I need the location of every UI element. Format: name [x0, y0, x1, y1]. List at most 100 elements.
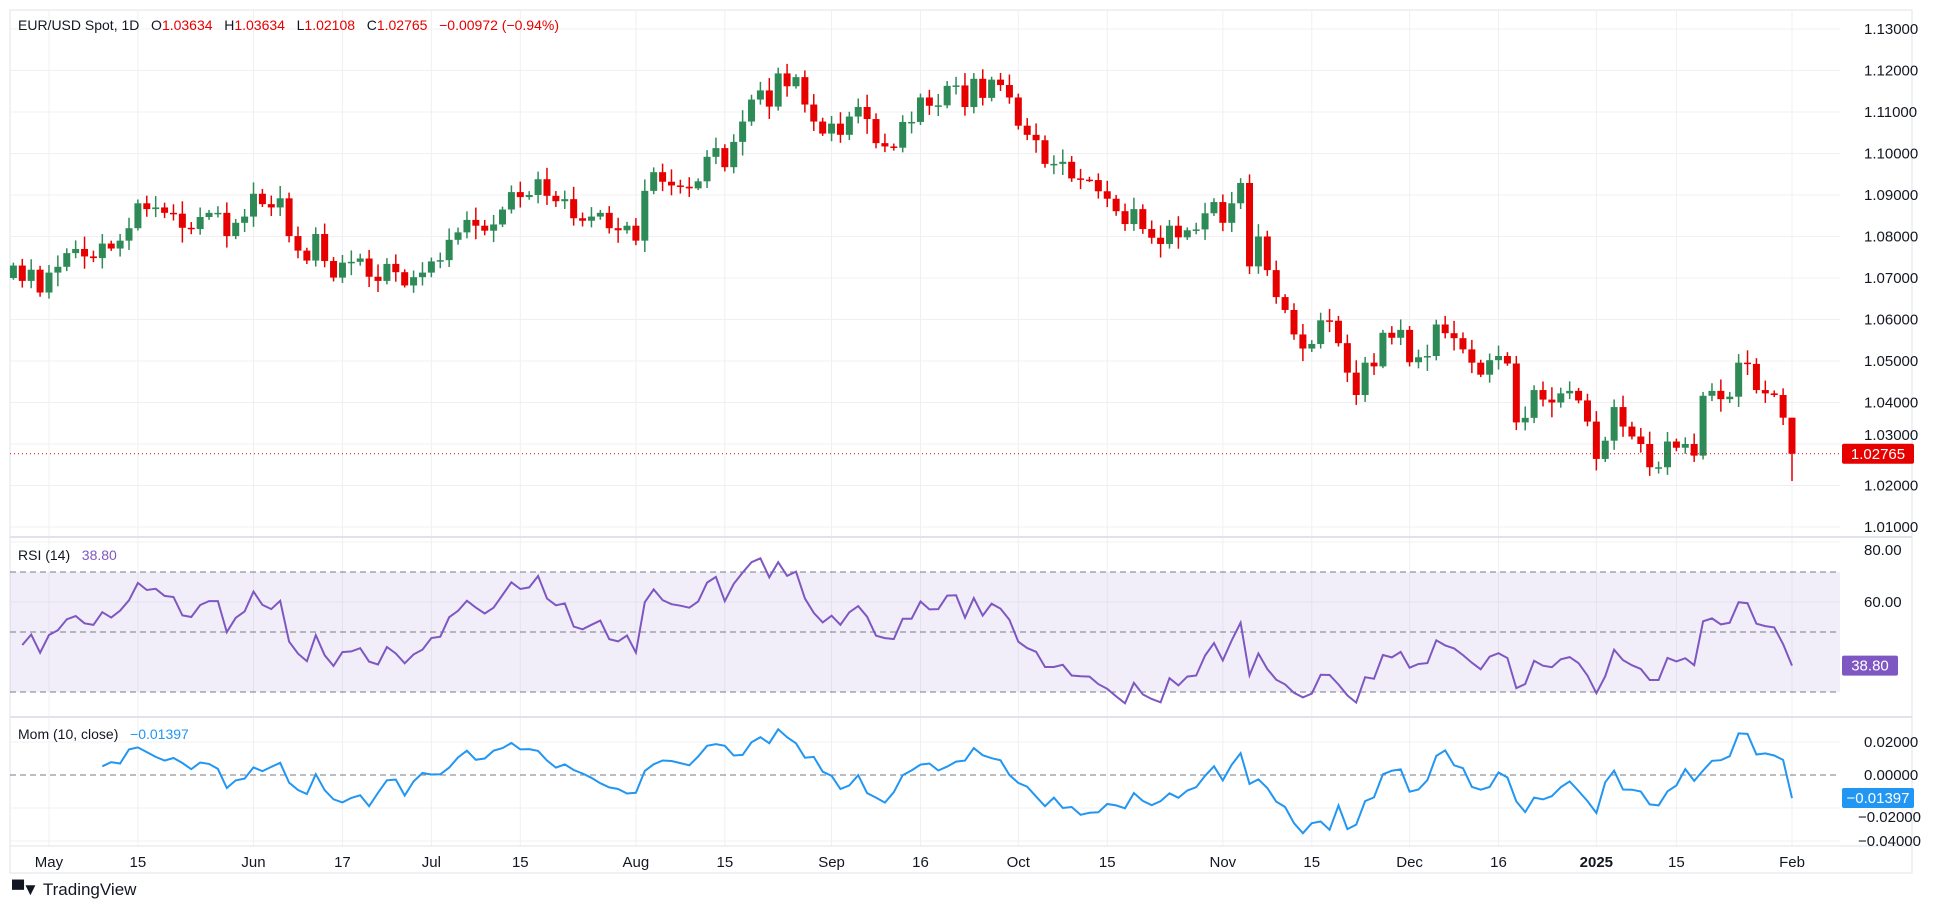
candle[interactable]	[1646, 431, 1654, 476]
candle[interactable]	[1317, 312, 1325, 349]
candle[interactable]	[241, 208, 249, 232]
candle[interactable]	[125, 217, 133, 251]
candle[interactable]	[676, 179, 684, 194]
candle[interactable]	[1672, 438, 1680, 452]
candle[interactable]	[214, 206, 222, 218]
candle[interactable]	[872, 113, 880, 149]
candle[interactable]	[1708, 383, 1716, 402]
candle[interactable]	[1744, 350, 1752, 376]
candle[interactable]	[1263, 230, 1271, 276]
candle[interactable]	[187, 222, 195, 235]
candle[interactable]	[1201, 202, 1209, 240]
candle[interactable]	[1210, 198, 1218, 216]
mom-legend[interactable]: Mom (10, close) −0.01397	[18, 726, 189, 742]
candle[interactable]	[1032, 123, 1040, 153]
candle[interactable]	[1174, 216, 1182, 249]
candle[interactable]	[1023, 118, 1031, 141]
candle[interactable]	[1005, 74, 1013, 104]
candle[interactable]	[712, 137, 720, 165]
candle[interactable]	[347, 250, 355, 276]
candle[interactable]	[445, 228, 453, 267]
candle[interactable]	[196, 207, 204, 235]
candle[interactable]	[1219, 194, 1227, 232]
candle[interactable]	[845, 111, 853, 141]
candle[interactable]	[1628, 421, 1636, 440]
candle[interactable]	[338, 255, 346, 283]
rsi-line[interactable]	[21, 556, 1793, 705]
candle[interactable]	[854, 98, 862, 124]
candle[interactable]	[890, 143, 898, 151]
candle[interactable]	[934, 93, 942, 117]
candle[interactable]	[1575, 387, 1583, 404]
candle[interactable]	[365, 249, 373, 288]
candle[interactable]	[436, 252, 444, 269]
candlestick-series[interactable]	[9, 63, 1796, 482]
candle[interactable]	[472, 207, 480, 240]
candle[interactable]	[1103, 180, 1111, 208]
candle[interactable]	[418, 262, 426, 286]
candle[interactable]	[988, 76, 996, 102]
candle[interactable]	[1788, 417, 1796, 482]
candle[interactable]	[561, 190, 569, 209]
candle[interactable]	[801, 70, 809, 113]
candle[interactable]	[1361, 356, 1369, 402]
candle[interactable]	[1334, 315, 1342, 347]
candle[interactable]	[1655, 461, 1663, 474]
candle[interactable]	[952, 76, 960, 95]
candle[interactable]	[54, 255, 62, 287]
candle[interactable]	[1486, 353, 1494, 383]
candle[interactable]	[1077, 168, 1085, 190]
candle[interactable]	[685, 177, 693, 197]
candle[interactable]	[1450, 320, 1458, 351]
candle[interactable]	[1068, 156, 1076, 182]
candle[interactable]	[303, 247, 311, 265]
candle[interactable]	[1299, 323, 1307, 362]
candle[interactable]	[161, 202, 169, 219]
candle[interactable]	[1583, 393, 1591, 427]
candle[interactable]	[534, 171, 542, 204]
candle[interactable]	[1637, 427, 1645, 453]
candle[interactable]	[1663, 432, 1671, 475]
candle[interactable]	[463, 211, 471, 239]
candle[interactable]	[1308, 340, 1316, 353]
candle[interactable]	[881, 133, 889, 153]
candle[interactable]	[1717, 379, 1725, 412]
momentum-line[interactable]	[101, 727, 1793, 835]
candle[interactable]	[925, 89, 933, 115]
candle[interactable]	[667, 169, 675, 196]
candle[interactable]	[356, 253, 364, 266]
candle[interactable]	[107, 240, 115, 251]
candle[interactable]	[1610, 399, 1618, 450]
candle[interactable]	[970, 73, 978, 114]
candle[interactable]	[374, 264, 382, 293]
candle[interactable]	[623, 221, 631, 234]
candle[interactable]	[1228, 191, 1236, 232]
candle[interactable]	[98, 234, 106, 269]
candle[interactable]	[1459, 332, 1467, 354]
candle[interactable]	[605, 206, 613, 234]
time-axis[interactable]: May 15 Jun 17 Jul 15 Aug 15 Sep 16 Oct 15 Nov 15 Dec 16…	[35, 854, 1805, 871]
candle[interactable]	[1352, 360, 1360, 405]
candle[interactable]	[481, 219, 489, 236]
tradingview-logo[interactable]: ▀▼ TradingView	[12, 880, 136, 900]
candle[interactable]	[1752, 358, 1760, 394]
candle[interactable]	[1192, 222, 1200, 235]
candle[interactable]	[739, 110, 747, 156]
candle[interactable]	[18, 258, 26, 288]
candle[interactable]	[1548, 387, 1556, 418]
candle[interactable]	[499, 206, 507, 228]
candle[interactable]	[1165, 219, 1173, 249]
symbol-legend[interactable]: EUR/USD Spot, 1D O1.03634 H1.03634 L1.02…	[18, 17, 559, 33]
candle[interactable]	[1735, 354, 1743, 407]
candle[interactable]	[1521, 406, 1529, 431]
candle[interactable]	[63, 248, 71, 272]
candle[interactable]	[836, 112, 844, 143]
candle[interactable]	[1254, 224, 1262, 274]
candle[interactable]	[81, 236, 89, 269]
candle[interactable]	[516, 181, 524, 208]
candle[interactable]	[1414, 349, 1422, 369]
candle[interactable]	[321, 223, 329, 268]
candle[interactable]	[1557, 387, 1565, 408]
rsi-legend[interactable]: RSI (14) 38.80	[18, 547, 117, 563]
candle[interactable]	[1041, 135, 1049, 168]
